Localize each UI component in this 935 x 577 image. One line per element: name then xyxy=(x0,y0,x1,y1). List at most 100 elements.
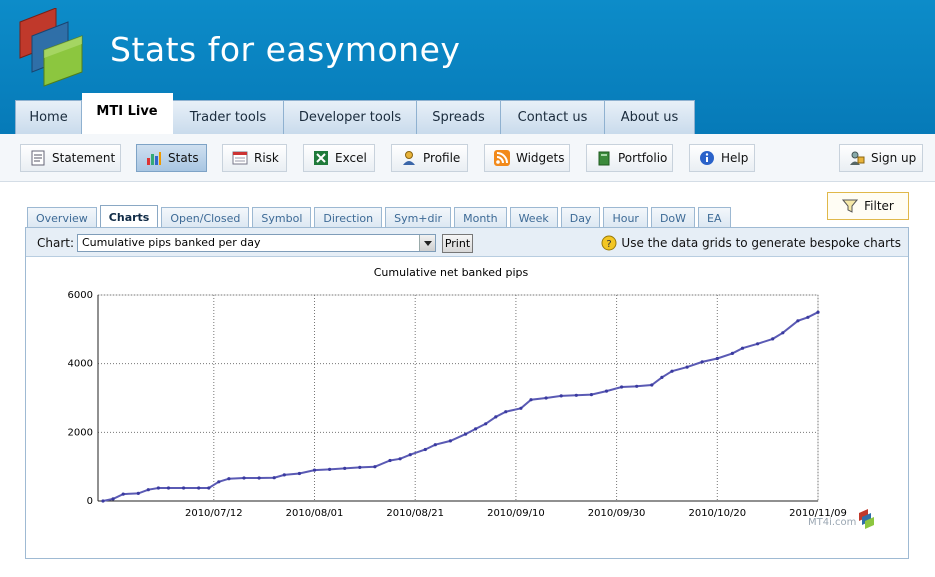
subtab-week[interactable]: Week xyxy=(509,207,558,228)
plot-area xyxy=(97,294,819,502)
data-point xyxy=(111,497,115,501)
subtab-ea[interactable]: EA xyxy=(698,207,731,228)
subtab-sym-dir[interactable]: Sym+dir xyxy=(385,207,452,228)
subtab-label: Month xyxy=(463,211,498,225)
subtab-month[interactable]: Month xyxy=(454,207,507,228)
data-point xyxy=(730,351,735,355)
y-tick-label: 2000 xyxy=(68,427,93,438)
data-point xyxy=(519,406,523,410)
tab-label: Trader tools xyxy=(189,110,267,125)
info-icon xyxy=(700,151,714,165)
data-point xyxy=(715,356,719,361)
data-point xyxy=(474,427,478,431)
button-label: Print xyxy=(444,237,471,250)
x-tick-label: 2010/07/12 xyxy=(185,508,243,519)
x-tick-label: 2010/08/01 xyxy=(286,508,344,519)
tab-label: About us xyxy=(620,110,679,125)
data-point xyxy=(388,458,392,463)
chart-panel: Chart: Cumulative pips banked per day Pr… xyxy=(25,227,909,559)
y-tick-label: 0 xyxy=(87,496,93,507)
data-point xyxy=(604,389,609,393)
data-point xyxy=(328,467,332,471)
subtab-dow[interactable]: DoW xyxy=(650,207,696,228)
data-point xyxy=(650,383,654,387)
data-point xyxy=(448,439,452,443)
data-point xyxy=(670,369,674,373)
tab-trader-tools[interactable]: Trader tools xyxy=(173,100,284,134)
subtab-label: EA xyxy=(707,211,722,225)
data-point xyxy=(433,443,437,447)
data-point xyxy=(771,337,775,341)
subtab-symbol[interactable]: Symbol xyxy=(252,207,312,228)
chart-series xyxy=(101,310,820,503)
subtab-overview[interactable]: Overview xyxy=(27,207,97,228)
subtab-charts[interactable]: Charts xyxy=(99,205,159,228)
help-button[interactable]: Help xyxy=(689,144,755,172)
tab-about-us[interactable]: About us xyxy=(605,100,695,134)
filter-button[interactable]: Filter xyxy=(827,192,909,220)
tab-home[interactable]: Home xyxy=(15,100,82,134)
data-point xyxy=(398,457,402,461)
print-button[interactable]: Print xyxy=(442,234,473,253)
subtab-open-closed[interactable]: Open/Closed xyxy=(161,207,250,228)
subtab-label: Open/Closed xyxy=(170,211,241,225)
data-point xyxy=(227,477,231,481)
tab-spreads[interactable]: Spreads xyxy=(417,100,501,134)
rss-icon xyxy=(494,150,510,166)
tab-mti-live[interactable]: MTI Live xyxy=(82,93,173,134)
logo-icon xyxy=(19,8,83,87)
button-label: Portfolio xyxy=(618,151,668,165)
data-point xyxy=(574,393,578,397)
y-tick-label: 4000 xyxy=(68,359,93,370)
stats-button[interactable]: Stats xyxy=(136,144,207,172)
excel-icon xyxy=(314,151,328,165)
sign-up-button[interactable]: Sign up xyxy=(839,144,923,172)
data-point xyxy=(559,394,563,398)
subtab-day[interactable]: Day xyxy=(560,207,601,228)
tab-label: Home xyxy=(29,110,68,125)
tab-developer-tools[interactable]: Developer tools xyxy=(284,100,417,134)
subtab-direction[interactable]: Direction xyxy=(314,207,383,228)
excel-button[interactable]: Excel xyxy=(303,144,375,172)
widgets-button[interactable]: Widgets xyxy=(484,144,570,172)
subtab-label: Overview xyxy=(36,211,88,225)
risk-button[interactable]: Risk xyxy=(222,144,287,172)
site-header: Stats for easymoney Home MTI Live Trader… xyxy=(0,0,935,134)
chart-type-select[interactable]: Cumulative pips banked per day xyxy=(77,234,436,252)
data-point xyxy=(408,453,412,457)
data-point xyxy=(796,319,800,323)
data-point xyxy=(740,346,745,350)
tab-label: Developer tools xyxy=(298,110,402,125)
data-point xyxy=(217,480,221,484)
statement-button[interactable]: Statement xyxy=(20,144,121,172)
portfolio-button[interactable]: Portfolio xyxy=(586,144,673,172)
statement-icon xyxy=(31,150,45,166)
risk-icon xyxy=(232,151,248,165)
chart-label: Chart: xyxy=(37,236,75,250)
button-label: Filter xyxy=(864,199,894,213)
watermark: MT4i.com xyxy=(808,509,874,529)
mt4i-logo-icon xyxy=(859,509,874,529)
subtab-label: Hour xyxy=(612,211,639,225)
data-point xyxy=(544,396,548,400)
data-point xyxy=(257,476,261,480)
data-point xyxy=(700,360,704,364)
chevron-down-icon[interactable] xyxy=(419,235,435,251)
tab-label: Contact us xyxy=(517,110,588,125)
data-point xyxy=(620,385,624,389)
data-point xyxy=(312,468,317,472)
data-point xyxy=(816,310,820,314)
data-point xyxy=(297,471,301,476)
subtab-hour[interactable]: Hour xyxy=(603,207,648,228)
subtab-label: Direction xyxy=(323,211,374,225)
button-label: Excel xyxy=(335,151,367,165)
data-point xyxy=(282,473,286,477)
cumulative-pips-chart: Cumulative net banked pips 0 2000 4000 6000… xyxy=(68,266,874,529)
data-point xyxy=(464,432,468,436)
button-label: Profile xyxy=(423,151,461,165)
svg-text:?: ? xyxy=(607,239,612,250)
profile-button[interactable]: Profile xyxy=(391,144,468,172)
subtab-label: Sym+dir xyxy=(394,211,443,225)
main-nav: Home MTI Live Trader tools Developer too… xyxy=(15,93,695,134)
tab-contact-us[interactable]: Contact us xyxy=(501,100,605,134)
